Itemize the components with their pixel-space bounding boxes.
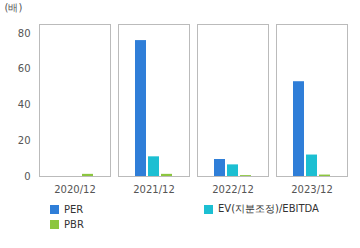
svg-text:0: 0 <box>24 171 30 182</box>
html-text:PBR: PBR <box>64 219 84 230</box>
html-text:EV(지분조정)/EBITDA: EV(지분조정)/EBITDA <box>218 203 319 214</box>
svg-text:2021/12: 2021/12 <box>133 184 175 195</box>
svg-text:80: 80 <box>18 28 31 39</box>
svg-text:20: 20 <box>18 135 31 146</box>
svg-text:(배): (배) <box>5 2 23 13</box>
svg-text:2023/12: 2023/12 <box>291 184 333 195</box>
svg-text:2020/12: 2020/12 <box>54 184 96 195</box>
svg-text:40: 40 <box>18 99 31 110</box>
svg-text:60: 60 <box>18 63 31 74</box>
html-text:PER: PER <box>64 203 84 215</box>
svg-text:2022/12: 2022/12 <box>212 184 254 195</box>
